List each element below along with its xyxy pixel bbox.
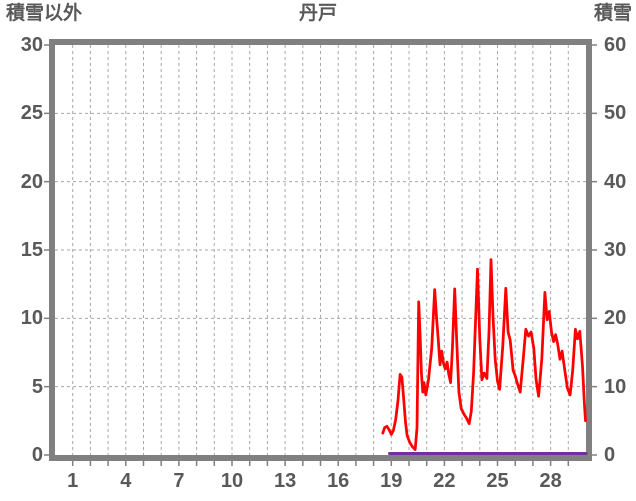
- x-axis-tick-label: 22: [433, 470, 456, 492]
- y-left-tick-label: 10: [20, 307, 43, 330]
- y-right-tick-label: 60: [604, 34, 627, 56]
- y-left-tick-label: 30: [20, 34, 43, 56]
- y-right-tick-label: 30: [604, 239, 627, 261]
- x-axis-tick-label: 25: [486, 470, 509, 492]
- y-right-tick-label: 20: [604, 307, 627, 330]
- x-axis-tick-label: 13: [273, 470, 297, 492]
- x-axis-tick-label: 1: [67, 470, 79, 492]
- x-axis-tick-label: 10: [220, 470, 244, 492]
- chart-title: 丹戸: [298, 3, 337, 24]
- y-left-tick-label: 25: [20, 102, 43, 125]
- x-axis-tick-label: 7: [173, 470, 185, 492]
- y-left-tick-label: 15: [20, 239, 43, 261]
- x-axis-tick-label: 4: [120, 470, 132, 492]
- y-left-tick-label: 20: [20, 170, 43, 193]
- y-left-tick-label: 0: [31, 444, 43, 466]
- y-right-tick-label: 10: [604, 375, 627, 398]
- y-right-tick-label: 0: [604, 444, 616, 466]
- x-axis-tick-label: 28: [539, 470, 562, 492]
- y-left-tick-label: 5: [31, 375, 43, 398]
- plot-frame: [49, 39, 592, 461]
- y-right-tick-label: 50: [604, 102, 627, 125]
- red-line-series: [381, 258, 587, 451]
- x-axis-tick-label: 16: [327, 470, 350, 492]
- left-axis-title: 積雪以外: [6, 3, 83, 24]
- x-axis-tick-label: 19: [380, 470, 403, 492]
- right-axis-title: 積雪: [593, 3, 632, 24]
- y-right-tick-label: 40: [604, 170, 627, 193]
